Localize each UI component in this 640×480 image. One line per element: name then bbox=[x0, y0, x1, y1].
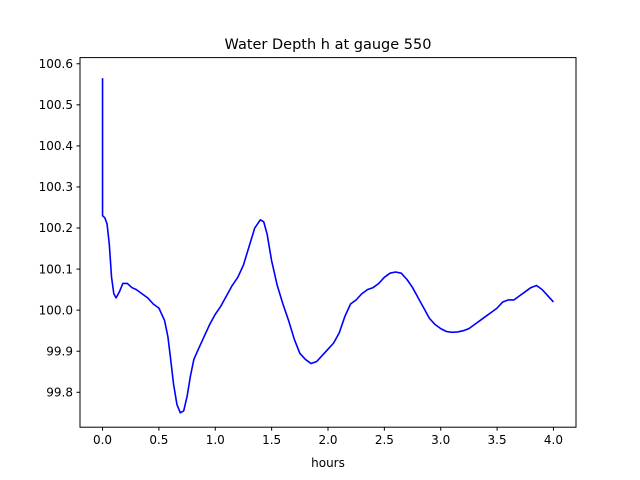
x-axis: 0.0 0.5 1.0 1.5 2.0 2.5 3.0 3.5 4.0 bbox=[93, 427, 563, 447]
x-tick-label: 0.0 bbox=[93, 433, 112, 447]
x-tick-label: 2.0 bbox=[318, 433, 337, 447]
y-tick-label: 99.9 bbox=[46, 344, 73, 358]
y-tick-label: 100.4 bbox=[39, 139, 73, 153]
plot-area bbox=[79, 57, 577, 428]
x-tick-label: 1.5 bbox=[262, 433, 281, 447]
y-tick-label: 100.0 bbox=[39, 303, 73, 317]
y-tick-label: 99.8 bbox=[46, 385, 73, 399]
x-tick-label: 1.0 bbox=[206, 433, 225, 447]
y-tick-label: 100.1 bbox=[39, 262, 73, 276]
x-axis-label: hours bbox=[311, 456, 345, 470]
x-tick-label: 2.5 bbox=[375, 433, 394, 447]
y-tick-label: 100.2 bbox=[39, 221, 73, 235]
y-axis: 99.8 99.9 100.0 100.1 100.2 100.3 100.4 100.5 10… bbox=[39, 57, 80, 399]
chart-title: Water Depth h at gauge 550 bbox=[225, 37, 432, 53]
x-tick-label: 3.5 bbox=[488, 433, 507, 447]
series-line bbox=[101, 78, 555, 414]
y-tick-label: 100.6 bbox=[39, 57, 73, 71]
x-tick-label: 0.5 bbox=[149, 433, 168, 447]
x-tick-label: 3.0 bbox=[431, 433, 450, 447]
y-tick-label: 100.3 bbox=[39, 180, 73, 194]
x-tick-label: 4.0 bbox=[544, 433, 563, 447]
y-tick-label: 100.5 bbox=[39, 98, 73, 112]
plot-frame bbox=[79, 57, 577, 428]
